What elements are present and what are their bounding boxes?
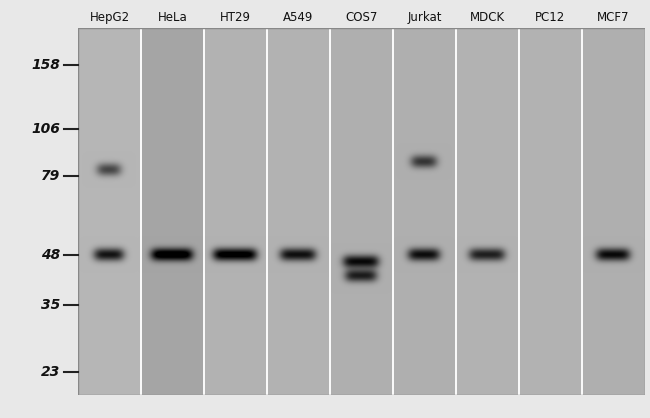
Text: A549: A549	[283, 11, 314, 24]
Text: 35: 35	[41, 298, 60, 312]
Text: COS7: COS7	[345, 11, 378, 24]
Text: HT29: HT29	[220, 11, 251, 24]
Text: 158: 158	[32, 58, 60, 72]
Text: PC12: PC12	[536, 11, 566, 24]
Text: MDCK: MDCK	[470, 11, 505, 24]
Text: HeLa: HeLa	[157, 11, 187, 24]
Text: 106: 106	[32, 122, 60, 136]
Text: 23: 23	[41, 365, 60, 379]
Text: 48: 48	[41, 248, 60, 262]
Text: 79: 79	[41, 169, 60, 183]
Text: MCF7: MCF7	[597, 11, 630, 24]
Text: Jurkat: Jurkat	[408, 11, 442, 24]
Text: HepG2: HepG2	[90, 11, 129, 24]
